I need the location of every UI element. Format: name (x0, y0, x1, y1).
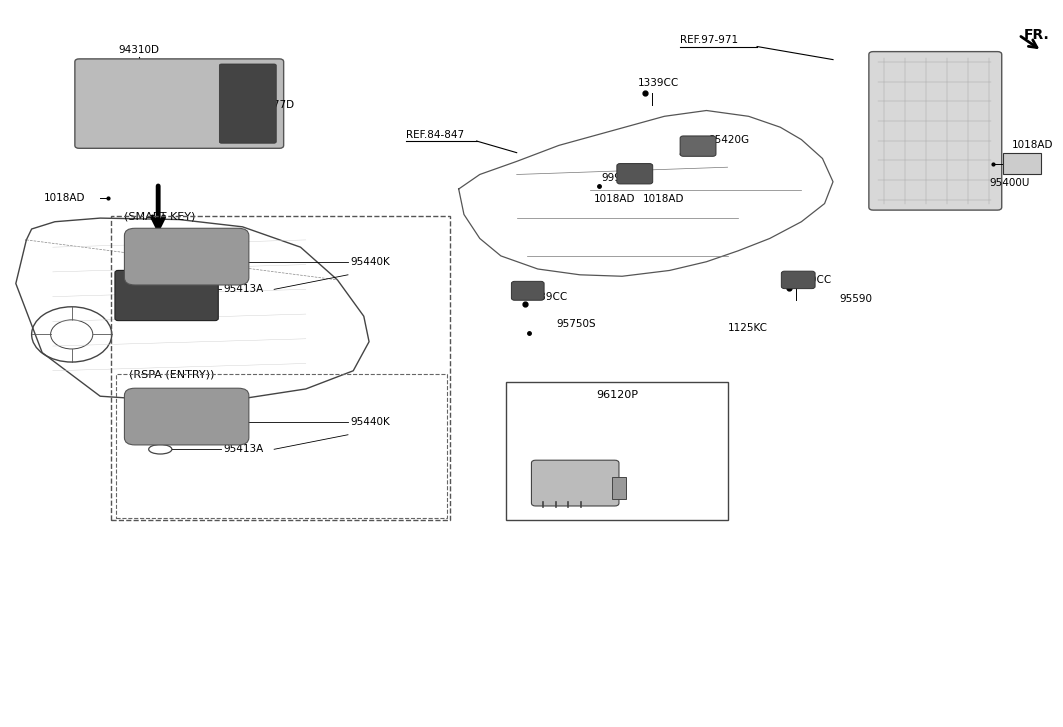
FancyBboxPatch shape (781, 271, 815, 289)
Text: 99911: 99911 (601, 173, 635, 183)
Bar (111, 216, 451, 520)
FancyBboxPatch shape (124, 388, 249, 445)
Text: (RSPA (ENTRY)): (RSPA (ENTRY)) (129, 369, 214, 379)
Text: (SMART KEY): (SMART KEY) (124, 212, 196, 222)
FancyBboxPatch shape (511, 281, 544, 300)
Text: 1339CC: 1339CC (638, 78, 679, 88)
FancyBboxPatch shape (219, 64, 276, 143)
FancyBboxPatch shape (115, 270, 218, 321)
Text: 95750S: 95750S (557, 318, 596, 329)
FancyBboxPatch shape (532, 460, 619, 506)
Text: 1339CC: 1339CC (527, 292, 569, 302)
Text: 1018AD: 1018AD (1012, 140, 1053, 150)
Text: REF.97-971: REF.97-971 (680, 35, 738, 45)
FancyBboxPatch shape (868, 52, 1001, 210)
Text: 1339CC: 1339CC (791, 275, 832, 285)
FancyBboxPatch shape (74, 59, 284, 148)
Text: 94310D: 94310D (119, 45, 159, 55)
Text: REF.84-847: REF.84-847 (406, 129, 465, 140)
Bar (116, 374, 448, 518)
Text: 1018AD: 1018AD (45, 193, 86, 204)
Text: FR.: FR. (1024, 28, 1049, 41)
Bar (506, 382, 727, 520)
Text: 95400U: 95400U (989, 178, 1029, 188)
Text: 96120P: 96120P (596, 390, 638, 401)
Text: 95440K: 95440K (350, 257, 390, 267)
FancyBboxPatch shape (1002, 153, 1041, 174)
Text: 1125KC: 1125KC (727, 323, 767, 333)
FancyBboxPatch shape (680, 136, 716, 156)
Text: 1018AD: 1018AD (643, 193, 685, 204)
Text: 95590: 95590 (840, 294, 873, 304)
FancyBboxPatch shape (617, 164, 653, 184)
Text: 1018AD: 1018AD (593, 193, 636, 204)
FancyBboxPatch shape (611, 477, 626, 499)
Text: 84777D: 84777D (253, 100, 294, 111)
Text: 95413A: 95413A (223, 284, 264, 294)
Text: 95413A: 95413A (223, 444, 264, 454)
Text: 95420G: 95420G (709, 135, 749, 145)
FancyBboxPatch shape (124, 228, 249, 285)
Text: 95440K: 95440K (350, 417, 390, 427)
